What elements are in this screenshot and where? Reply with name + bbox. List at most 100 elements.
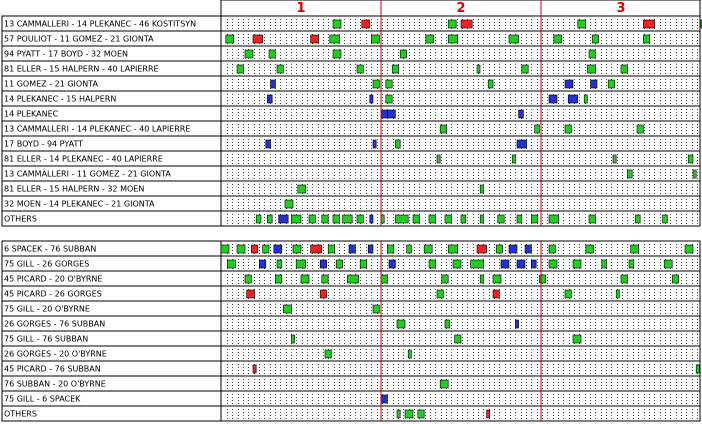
shift-block: [262, 244, 270, 254]
shift-block: [687, 154, 694, 164]
shift-block: [548, 94, 558, 104]
shift-block: [371, 34, 380, 44]
line-label: 81 ELLER - 15 HALPERN - 32 MOEN: [4, 185, 144, 194]
shift-block: [270, 79, 276, 89]
line-label: 45 PICARD - 26 GORGES: [4, 290, 102, 299]
shift-block: [324, 349, 332, 359]
shift-block: [607, 79, 615, 89]
shift-block: [367, 244, 374, 254]
line-label: 57 POULIOT - 11 GOMEZ - 21 GIONTA: [4, 35, 154, 44]
shift-block: [278, 214, 289, 224]
shift-block: [385, 79, 393, 89]
shift-block: [518, 109, 524, 119]
shift-block: [387, 109, 396, 119]
shift-block: [292, 244, 302, 254]
shift-block: [454, 334, 462, 344]
shift-block: [588, 49, 596, 59]
shift-block: [495, 244, 503, 254]
shift-block: [283, 304, 292, 314]
line-label: 13 CAMMALLERI - 11 GOMEZ - 21 GIONTA: [4, 170, 171, 179]
line-label: 45 PICARD - 76 SUBBAN: [4, 365, 101, 374]
shift-block: [548, 259, 558, 269]
shift-block: [267, 94, 273, 104]
shift-block: [521, 64, 529, 74]
shift-block: [516, 139, 527, 149]
line-label: 26 GORGES - 20 O'BYRNE: [4, 350, 107, 359]
shift-block: [332, 214, 340, 224]
shift-block: [319, 289, 327, 299]
shift-block: [460, 19, 473, 29]
line-label: 13 CAMMALLERI - 14 PLEKANEC - 40 LAPIERR…: [4, 125, 190, 134]
shift-block: [372, 139, 377, 149]
shift-block: [548, 214, 559, 224]
shift-block: [684, 244, 694, 254]
shift-block: [319, 259, 327, 269]
period-label: 2: [456, 1, 465, 16]
shift-block: [524, 244, 532, 254]
shift-block: [452, 259, 462, 269]
shift-block: [252, 34, 263, 44]
shift-block: [276, 64, 284, 74]
shift-block: [476, 244, 487, 254]
shift-block: [372, 79, 380, 89]
shift-block: [308, 214, 316, 224]
shift-block: [356, 214, 364, 224]
shift-block: [329, 34, 340, 44]
shift-block: [531, 214, 539, 224]
shift-block: [369, 94, 374, 104]
line-label: 26 GORGES - 76 SUBBAN: [4, 320, 105, 329]
shift-block: [321, 274, 329, 284]
shift-block: [439, 379, 449, 389]
shift-block: [395, 139, 401, 149]
shift-block: [663, 259, 673, 269]
shift-block: [476, 64, 481, 74]
shift-block: [259, 259, 267, 269]
line-label: 11 GOMEZ - 21 GIONTA: [4, 80, 98, 89]
line-label: 32 MOEN - 14 PLEKANEC - 21 GIONTA: [4, 200, 155, 209]
shift-block: [567, 94, 579, 104]
line-label: 75 GILL - 20 O'BYRNE: [4, 305, 90, 314]
shift-block: [486, 409, 491, 419]
shift-block: [508, 34, 519, 44]
shift-block: [387, 244, 395, 254]
shift-block: [444, 214, 452, 224]
shift-block: [627, 169, 633, 179]
shift-block: [428, 214, 436, 224]
shift-block: [310, 244, 323, 254]
shift-block: [300, 274, 310, 284]
shift-block: [428, 259, 436, 269]
shift-block: [539, 274, 547, 284]
shift-block: [620, 64, 628, 74]
shift-block: [692, 169, 697, 179]
shift-block: [516, 259, 526, 269]
shift-block: [591, 34, 599, 44]
shift-block: [564, 79, 574, 89]
shift-block: [423, 244, 433, 254]
shift-block: [516, 214, 523, 224]
shift-block: [244, 49, 254, 59]
line-label: 14 PLEKANEC: [4, 110, 59, 119]
shift-block: [396, 409, 401, 419]
line-label: OTHERS: [4, 215, 37, 224]
shift-block: [534, 124, 540, 134]
period-label: 1: [296, 1, 305, 16]
shift-block: [332, 19, 342, 29]
shift-block: [225, 34, 235, 44]
shift-block: [236, 244, 246, 254]
shift-block: [380, 109, 388, 119]
shift-block: [332, 49, 342, 59]
shift-block: [227, 259, 236, 269]
line-label: 14 PLEKANEC - 15 HALPERN: [4, 95, 116, 104]
shift-block: [515, 319, 519, 329]
line-label: 6 SPACEK - 76 SUBBAN: [4, 245, 96, 254]
shift-block: [487, 79, 494, 89]
shift-block: [407, 349, 412, 359]
shift-block: [395, 214, 409, 224]
shift-block: [291, 334, 295, 344]
shift-block: [447, 19, 457, 29]
shift-block: [268, 49, 276, 59]
shift-block: [585, 244, 595, 254]
shift-block: [671, 274, 679, 284]
shift-block: [548, 244, 556, 254]
